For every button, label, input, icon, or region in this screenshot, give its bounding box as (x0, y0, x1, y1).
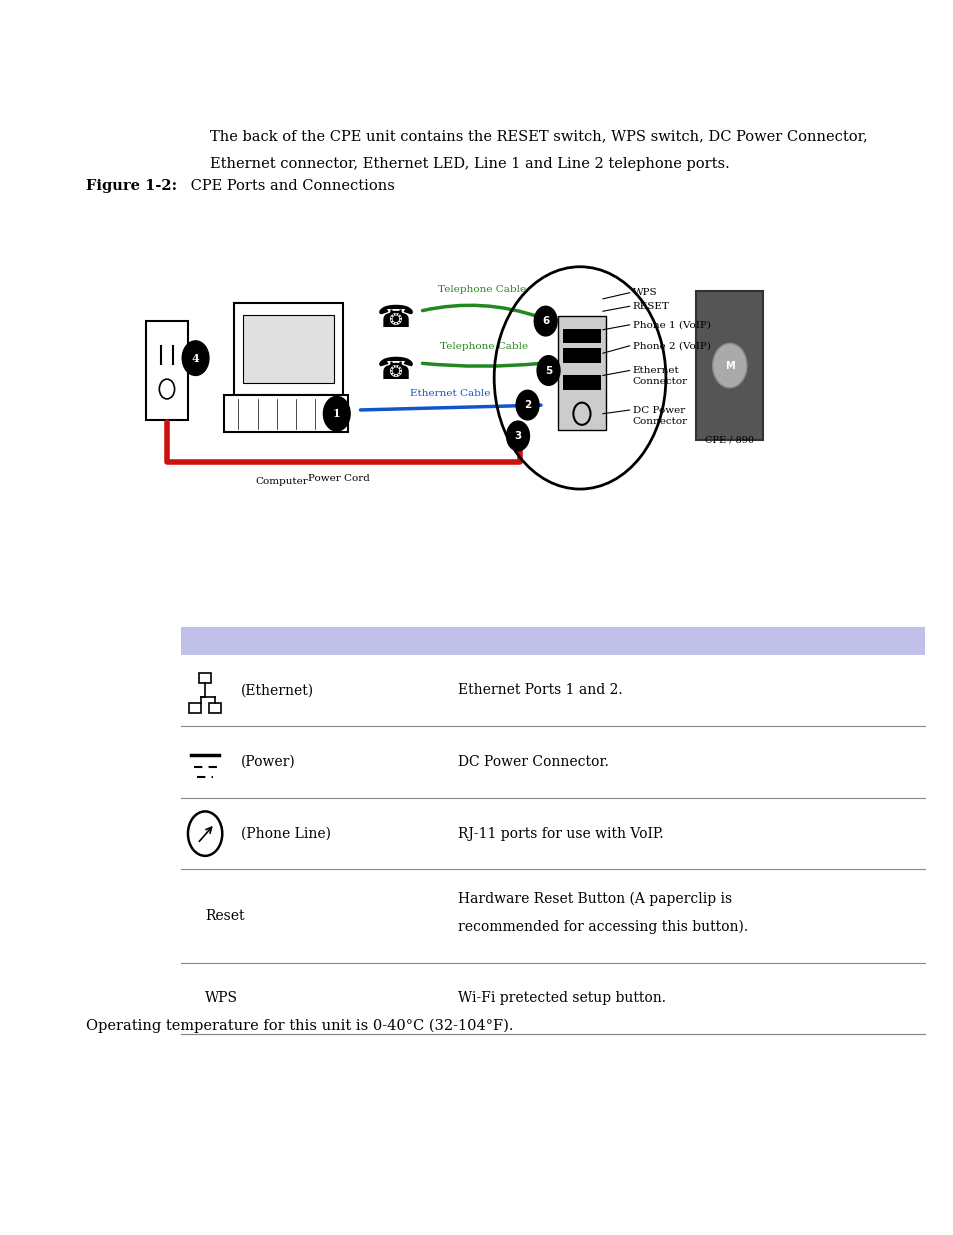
Text: recommended for accessing this button).: recommended for accessing this button). (457, 920, 747, 935)
Bar (224, 395, 348, 432)
Text: Telephone Cable: Telephone Cable (437, 285, 525, 294)
Text: (Power): (Power) (241, 755, 295, 769)
Text: Computer: Computer (254, 477, 308, 487)
Circle shape (534, 306, 557, 336)
Circle shape (537, 356, 559, 385)
Circle shape (506, 421, 529, 451)
Bar (146, 321, 188, 420)
Bar (696, 291, 762, 440)
Text: WPS: WPS (632, 288, 657, 298)
Bar (198, 673, 212, 683)
Bar (209, 703, 221, 713)
Bar (558, 316, 605, 430)
Bar (181, 627, 924, 655)
Text: Ethernet Ports 1 and 2.: Ethernet Ports 1 and 2. (457, 683, 622, 698)
Text: Figure 1-2:: Figure 1-2: (86, 179, 177, 193)
Text: ☎: ☎ (376, 356, 415, 385)
Text: 5: 5 (544, 366, 552, 375)
Text: Power Cord: Power Cord (308, 474, 369, 483)
Text: Ethernet connector, Ethernet LED, Line 1 and Line 2 telephone ports.: Ethernet connector, Ethernet LED, Line 1… (210, 157, 729, 170)
Text: M: M (724, 361, 734, 370)
Bar (562, 329, 600, 343)
Circle shape (516, 390, 538, 420)
Text: Phone 2 (VoIP): Phone 2 (VoIP) (632, 341, 710, 351)
Text: Ethernet: Ethernet (632, 366, 679, 375)
Text: RESET: RESET (632, 301, 669, 311)
Bar (189, 703, 201, 713)
Text: 4: 4 (192, 353, 199, 363)
Text: The back of the CPE unit contains the RESET switch, WPS switch, DC Power Connect: The back of the CPE unit contains the RE… (210, 130, 866, 143)
Text: Ethernet Cable: Ethernet Cable (410, 389, 490, 398)
Text: ☎: ☎ (376, 304, 415, 333)
Bar (233, 303, 343, 395)
Text: (Ethernet): (Ethernet) (241, 683, 314, 698)
Text: WPS: WPS (205, 992, 238, 1005)
Text: CPE Ports and Connections: CPE Ports and Connections (186, 179, 395, 193)
Text: Hardware Reset Button (A paperclip is: Hardware Reset Button (A paperclip is (457, 892, 731, 906)
Text: Wi-Fi pretected setup button.: Wi-Fi pretected setup button. (457, 992, 665, 1005)
Text: DC Power Connector.: DC Power Connector. (457, 755, 608, 769)
Text: Telephone Cable: Telephone Cable (439, 342, 527, 351)
Circle shape (182, 341, 209, 375)
Text: RJ-11 ports for use with VoIP.: RJ-11 ports for use with VoIP. (457, 826, 663, 841)
Text: 1: 1 (333, 409, 340, 419)
Circle shape (712, 343, 746, 388)
Text: 6: 6 (541, 316, 549, 326)
Text: Connector: Connector (632, 416, 687, 426)
Text: Reset: Reset (205, 909, 244, 923)
Bar (562, 375, 600, 390)
Circle shape (323, 396, 350, 431)
Bar (243, 315, 334, 383)
Text: Phone 1 (VoIP): Phone 1 (VoIP) (632, 320, 710, 330)
Text: DC Power: DC Power (632, 405, 684, 415)
Text: Connector: Connector (632, 377, 687, 387)
Text: 2: 2 (523, 400, 531, 410)
Text: CPE / 890: CPE / 890 (704, 436, 754, 445)
Text: Operating temperature for this unit is 0-40°C (32-104°F).: Operating temperature for this unit is 0… (86, 1019, 513, 1034)
Text: (Phone Line): (Phone Line) (241, 826, 331, 841)
Bar (562, 348, 600, 363)
Text: 3: 3 (514, 431, 521, 441)
